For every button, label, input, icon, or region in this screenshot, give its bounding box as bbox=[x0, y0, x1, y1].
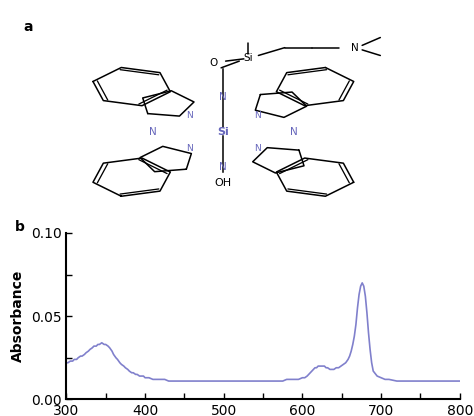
Text: Si: Si bbox=[244, 53, 253, 63]
Y-axis label: Absorbance: Absorbance bbox=[11, 270, 25, 362]
Text: a: a bbox=[23, 20, 33, 34]
Text: N: N bbox=[254, 144, 261, 153]
Text: N: N bbox=[219, 92, 227, 102]
Text: b: b bbox=[15, 220, 25, 234]
Text: N: N bbox=[219, 162, 227, 172]
Text: N: N bbox=[186, 111, 193, 120]
Text: N: N bbox=[149, 127, 157, 137]
Text: OH: OH bbox=[215, 178, 232, 188]
Text: Si: Si bbox=[218, 127, 229, 137]
Text: O: O bbox=[209, 58, 218, 68]
Text: N: N bbox=[290, 127, 298, 137]
Text: N: N bbox=[254, 111, 261, 120]
Text: N: N bbox=[351, 42, 359, 53]
Text: N: N bbox=[186, 144, 193, 153]
